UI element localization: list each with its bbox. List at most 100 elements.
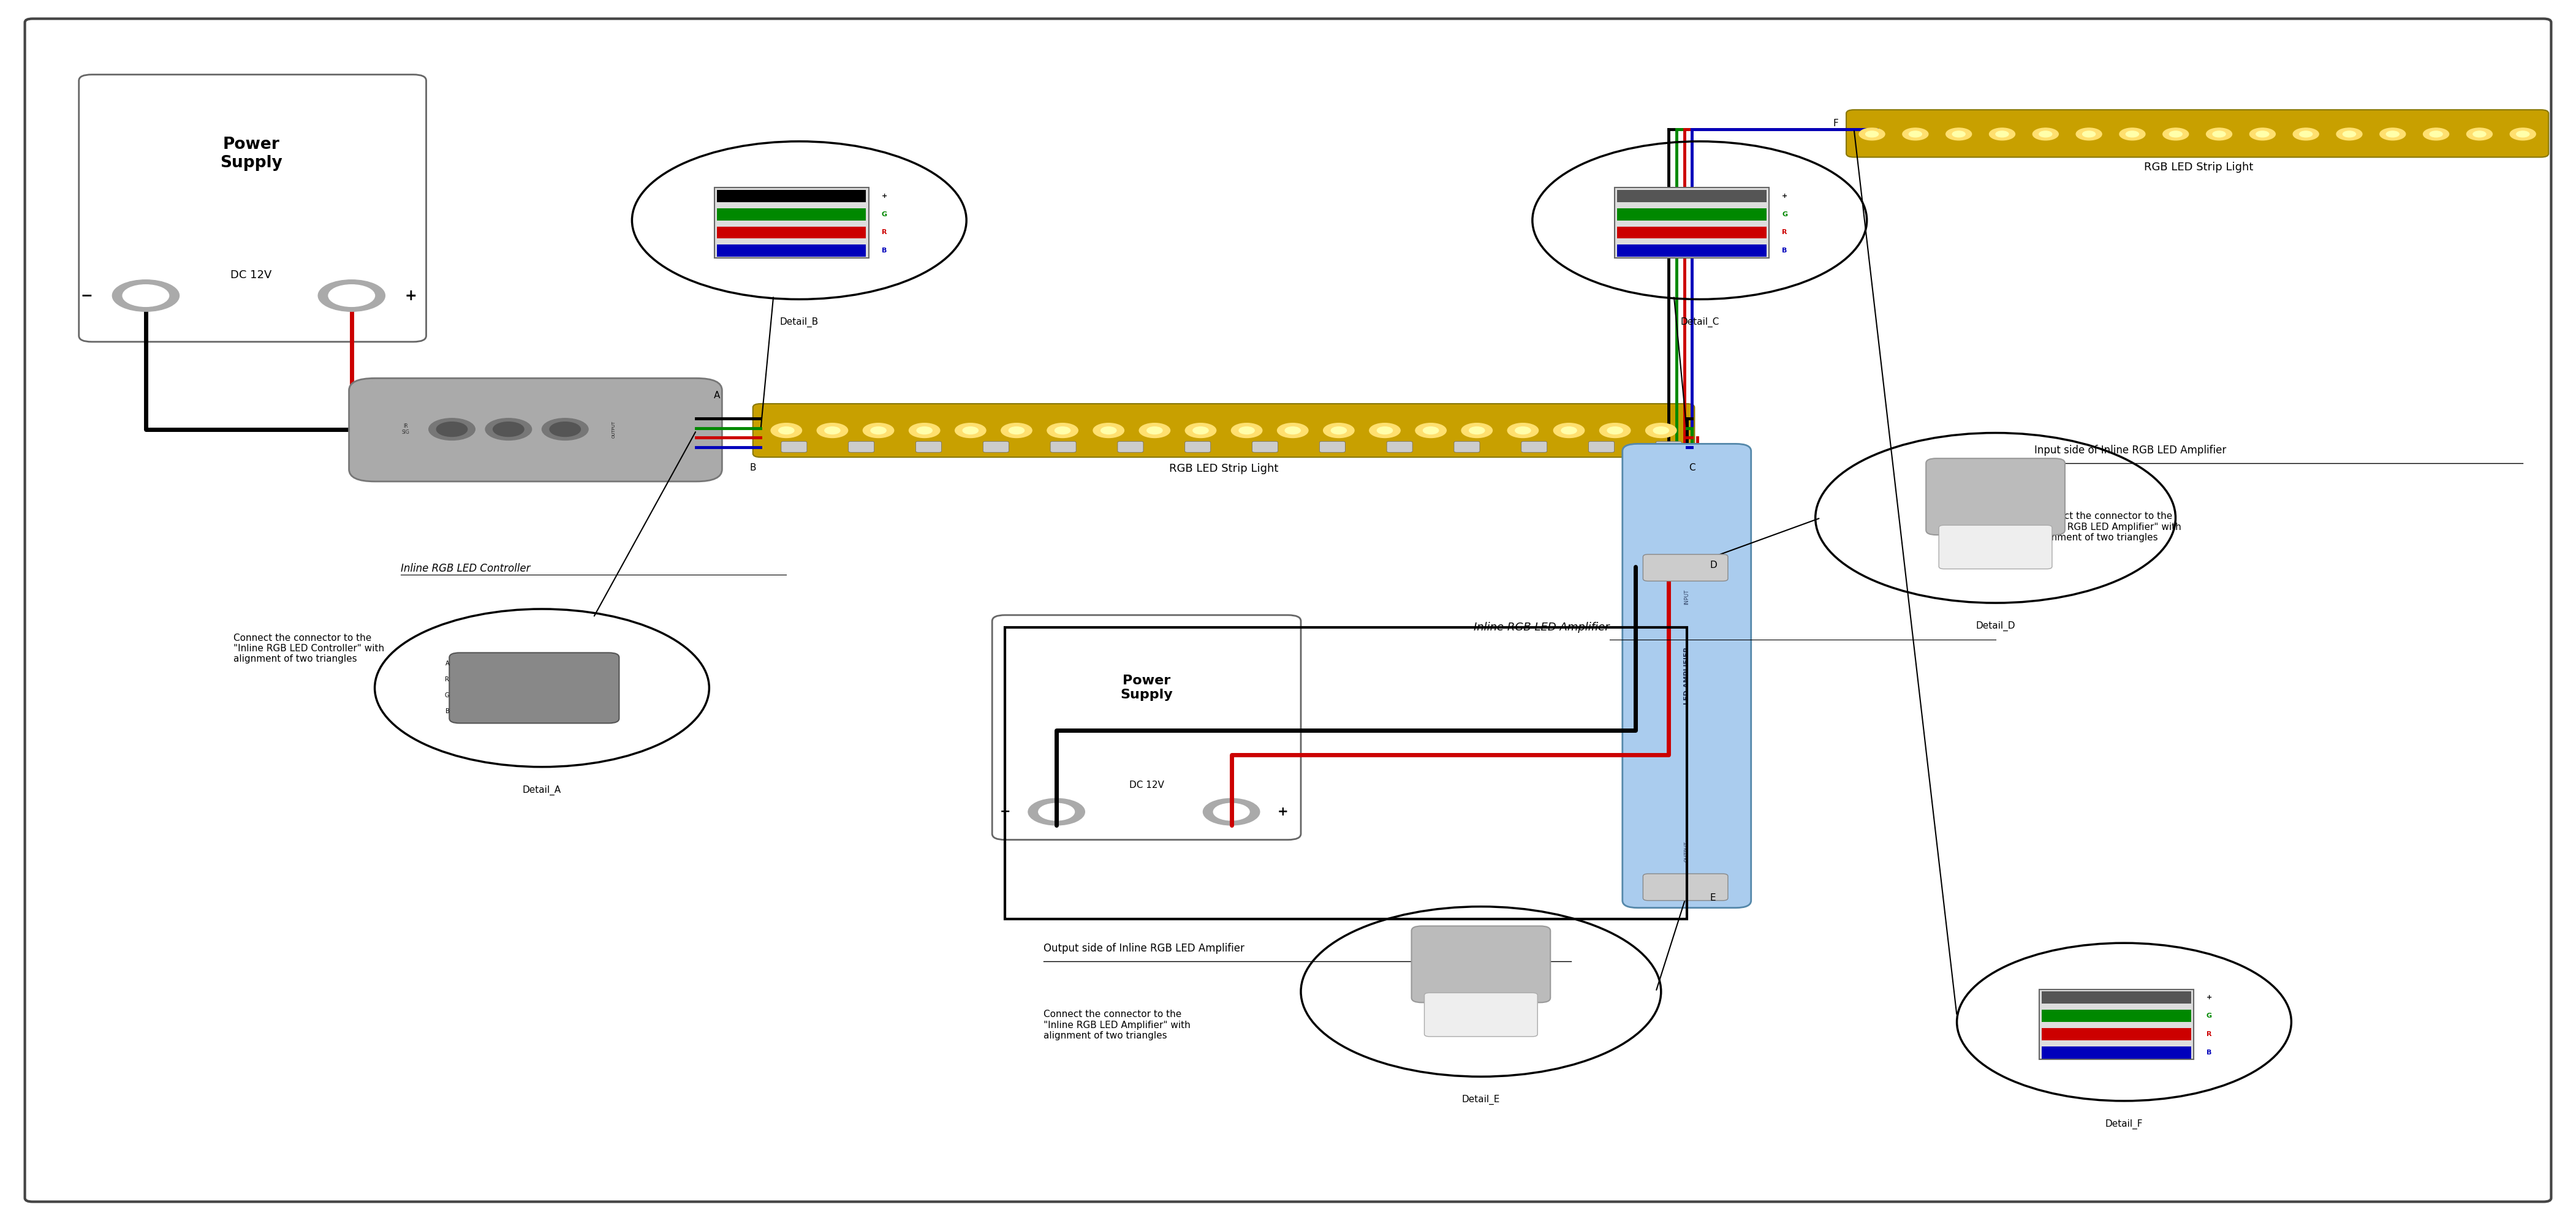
Circle shape xyxy=(2300,132,2313,138)
Text: B: B xyxy=(446,708,448,714)
Circle shape xyxy=(1203,799,1260,826)
Text: RGB LED Strip Light: RGB LED Strip Light xyxy=(1170,463,1278,474)
Text: G: G xyxy=(446,692,448,698)
FancyBboxPatch shape xyxy=(1615,188,1770,258)
FancyBboxPatch shape xyxy=(1623,443,1752,907)
Circle shape xyxy=(2336,128,2362,140)
Text: DC 12V: DC 12V xyxy=(1128,781,1164,789)
Circle shape xyxy=(1193,426,1208,434)
Text: R: R xyxy=(446,676,448,682)
Circle shape xyxy=(1414,423,1445,437)
Circle shape xyxy=(2424,128,2450,140)
Circle shape xyxy=(541,418,587,440)
Bar xyxy=(2043,991,2192,1004)
Circle shape xyxy=(1038,804,1074,821)
Circle shape xyxy=(1860,128,1886,140)
Text: OUTPUT: OUTPUT xyxy=(613,420,616,438)
Circle shape xyxy=(817,423,848,437)
Text: E: E xyxy=(1710,894,1716,903)
Circle shape xyxy=(1607,426,1623,434)
FancyBboxPatch shape xyxy=(914,441,940,452)
Text: C: C xyxy=(1690,463,1695,473)
Text: +: + xyxy=(881,192,886,199)
Bar xyxy=(1618,208,1767,220)
Circle shape xyxy=(2076,128,2102,140)
Circle shape xyxy=(1185,423,1216,437)
Circle shape xyxy=(2293,128,2318,140)
Circle shape xyxy=(1278,423,1309,437)
Text: +: + xyxy=(2208,995,2213,1001)
Text: B: B xyxy=(1783,247,1788,253)
Circle shape xyxy=(435,421,466,436)
Text: R: R xyxy=(881,229,886,235)
Text: IR
SIG: IR SIG xyxy=(402,424,410,435)
Circle shape xyxy=(2429,132,2442,138)
Circle shape xyxy=(1054,426,1069,434)
FancyBboxPatch shape xyxy=(1412,926,1551,1002)
Circle shape xyxy=(2213,132,2226,138)
Text: R: R xyxy=(2208,1032,2213,1038)
FancyBboxPatch shape xyxy=(80,74,425,342)
Text: G: G xyxy=(881,211,886,217)
Text: Connect the connector to the
"Inline RGB LED Amplifier" with
alignment of two tr: Connect the connector to the "Inline RGB… xyxy=(1043,1010,1190,1040)
Circle shape xyxy=(1515,426,1530,434)
Circle shape xyxy=(1285,426,1301,434)
Circle shape xyxy=(1468,426,1484,434)
FancyBboxPatch shape xyxy=(1425,993,1538,1037)
FancyBboxPatch shape xyxy=(1940,525,2053,569)
Text: Inline RGB LED Amplifier: Inline RGB LED Amplifier xyxy=(1473,621,1610,632)
FancyBboxPatch shape xyxy=(1319,441,1345,452)
FancyBboxPatch shape xyxy=(752,403,1695,457)
Circle shape xyxy=(1909,132,1922,138)
FancyBboxPatch shape xyxy=(1051,441,1077,452)
Circle shape xyxy=(484,418,531,440)
Circle shape xyxy=(1028,799,1084,826)
Text: A: A xyxy=(714,391,721,400)
Circle shape xyxy=(2257,132,2269,138)
FancyBboxPatch shape xyxy=(348,379,721,481)
FancyBboxPatch shape xyxy=(984,441,1010,452)
Circle shape xyxy=(871,426,886,434)
FancyBboxPatch shape xyxy=(1252,441,1278,452)
Circle shape xyxy=(1370,423,1401,437)
Text: D: D xyxy=(1710,560,1718,570)
Circle shape xyxy=(1654,426,1669,434)
FancyBboxPatch shape xyxy=(1185,441,1211,452)
Circle shape xyxy=(1553,423,1584,437)
Text: Input side of Inline RGB LED Amplifier: Input side of Inline RGB LED Amplifier xyxy=(2035,445,2226,456)
Circle shape xyxy=(492,421,523,436)
Text: OUTPUT: OUTPUT xyxy=(1685,842,1690,862)
Bar xyxy=(2043,1028,2192,1040)
Text: G: G xyxy=(2208,1013,2213,1019)
Circle shape xyxy=(1100,426,1115,434)
FancyBboxPatch shape xyxy=(1118,441,1144,452)
FancyBboxPatch shape xyxy=(448,653,618,723)
Text: Connect the connector to the
"Inline RGB LED Amplifier" with
alignment of two tr: Connect the connector to the "Inline RGB… xyxy=(2035,512,2182,542)
Circle shape xyxy=(1092,423,1123,437)
Circle shape xyxy=(2164,128,2190,140)
Bar xyxy=(1618,227,1767,239)
Circle shape xyxy=(2169,132,2182,138)
Circle shape xyxy=(2249,128,2275,140)
Circle shape xyxy=(1139,423,1170,437)
Text: LED AMPLIFIER: LED AMPLIFIER xyxy=(1685,647,1690,705)
Text: Detail_F: Detail_F xyxy=(2105,1119,2143,1129)
Circle shape xyxy=(2040,132,2053,138)
FancyBboxPatch shape xyxy=(1386,441,1412,452)
FancyBboxPatch shape xyxy=(1927,458,2066,535)
Circle shape xyxy=(956,423,987,437)
Circle shape xyxy=(963,426,979,434)
Circle shape xyxy=(2342,132,2354,138)
FancyBboxPatch shape xyxy=(1589,441,1615,452)
Circle shape xyxy=(2081,132,2094,138)
Circle shape xyxy=(1378,426,1394,434)
Text: B: B xyxy=(2208,1049,2213,1055)
Bar xyxy=(1618,245,1767,257)
Circle shape xyxy=(317,280,384,312)
Circle shape xyxy=(1600,423,1631,437)
Circle shape xyxy=(1646,423,1677,437)
Text: Detail_C: Detail_C xyxy=(1680,318,1718,328)
Circle shape xyxy=(2385,132,2398,138)
Circle shape xyxy=(327,285,374,307)
Text: F: F xyxy=(1834,118,1839,128)
